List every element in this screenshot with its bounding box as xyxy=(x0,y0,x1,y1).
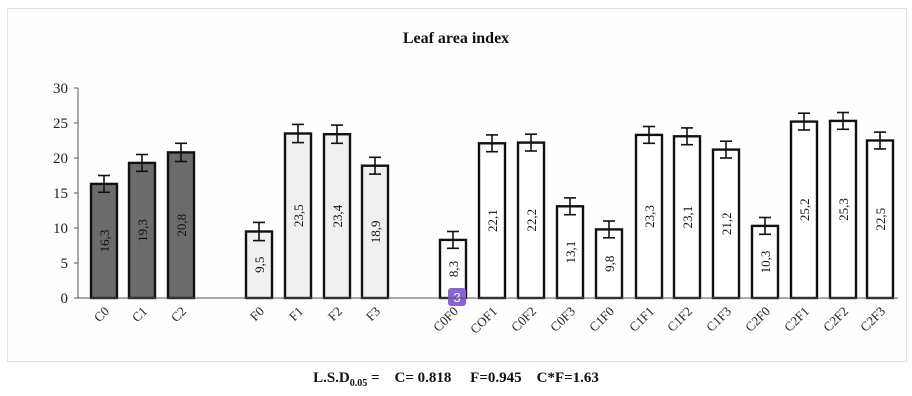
bar-value-label: 22,5 xyxy=(873,208,888,231)
x-tick-label-F3: F3 xyxy=(363,304,383,324)
x-tick-label-C1F0: C1F0 xyxy=(586,304,617,335)
y-tick-label: 25 xyxy=(53,116,68,132)
annotation-badge xyxy=(448,288,466,306)
lsd-values: = C= 0.818 F=0.945 C*F=1.63 xyxy=(367,370,599,386)
x-tick-label-C1F3: C1F3 xyxy=(703,304,734,335)
bar-value-label: 13,1 xyxy=(563,241,578,264)
x-tick-label-C2: C2 xyxy=(168,304,189,325)
bar-value-label: 19,3 xyxy=(135,219,150,242)
bar-value-label: 16,3 xyxy=(97,230,112,253)
x-tick-label-C2F3: C2F3 xyxy=(857,304,888,335)
x-tick-label-F0: F0 xyxy=(247,304,267,324)
bar-C1F3 xyxy=(711,148,741,300)
bar-C1F1 xyxy=(634,133,664,300)
lsd-prefix: L.S.D xyxy=(313,370,350,386)
bar-value-label: 23,5 xyxy=(291,204,306,227)
x-tick-label-F1: F1 xyxy=(286,304,306,324)
x-tick-label-C1: C1 xyxy=(129,304,150,325)
lsd-footer: L.S.D0.05 = C= 0.818 F=0.945 C*F=1.63 xyxy=(0,370,912,389)
x-tick-label-C1F2: C1F2 xyxy=(664,304,695,335)
x-tick-label-C1F1: C1F1 xyxy=(626,304,657,335)
bar-C1F0 xyxy=(594,228,624,300)
bar-value-label: 25,2 xyxy=(797,198,812,221)
chart-title: Leaf area index xyxy=(402,30,510,47)
x-tick-label-COF1: COF1 xyxy=(467,304,500,337)
bar-C1 xyxy=(127,161,157,300)
y-tick-label: 10 xyxy=(53,221,68,237)
bar-value-label: 18,9 xyxy=(368,220,383,243)
y-axis: 0 5 10 15 20 25 30 xyxy=(53,81,79,307)
lsd-subscript: 0.05 xyxy=(349,378,368,389)
bar-value-label: 22,2 xyxy=(524,209,539,232)
bar-C2F1 xyxy=(789,120,819,300)
x-tick-label-C0: C0 xyxy=(91,304,112,325)
y-tick-label: 15 xyxy=(53,186,68,202)
x-tick-label-C0F2: C0F2 xyxy=(508,304,539,335)
bar-value-label: 25,3 xyxy=(836,198,851,221)
bar-value-label: 9,5 xyxy=(252,257,267,273)
x-tick-label-C2F0: C2F0 xyxy=(742,304,773,335)
bar-value-label: 23,4 xyxy=(330,204,345,227)
bar-value-label: 21,2 xyxy=(719,212,734,235)
bar-value-label: 23,3 xyxy=(642,205,657,228)
bar-value-label: 9,8 xyxy=(602,256,617,272)
x-tick-label-C2F2: C2F2 xyxy=(820,304,851,335)
bar-F2 xyxy=(322,132,352,300)
bar-F0 xyxy=(244,230,274,300)
bar-value-label: 23,1 xyxy=(680,206,695,229)
x-tick-label-C2F1: C2F1 xyxy=(781,304,812,335)
bar-C2F3 xyxy=(865,139,895,300)
x-tick-label-F2: F2 xyxy=(325,304,345,324)
bars: 16,3 19,3 20,8 9,5 23,5 23,4 18,9 8,3 22,1 22,2 13… xyxy=(89,111,895,306)
bar-value-label: 20,8 xyxy=(174,214,189,237)
y-tick-label: 30 xyxy=(53,81,68,97)
x-axis: C0 C1 C2 F0 F1 F2 F3 C0F0 COF1 C0F2 C0F3 C1F0 C1F1 C1… xyxy=(78,297,898,337)
bar-value-label: 22,1 xyxy=(485,209,500,232)
bar-value-label: 10,3 xyxy=(758,251,773,274)
x-tick-label-C0F3: C0F3 xyxy=(547,304,578,335)
y-tick-label: 5 xyxy=(61,256,69,272)
bar-value-label: 8,3 xyxy=(446,261,461,277)
bar-F3 xyxy=(360,164,390,300)
x-tick-label-C0F0: C0F0 xyxy=(430,304,461,335)
bar-C0F3 xyxy=(555,205,585,300)
y-tick-label: 0 xyxy=(61,291,69,307)
y-tick-label: 20 xyxy=(53,151,68,167)
